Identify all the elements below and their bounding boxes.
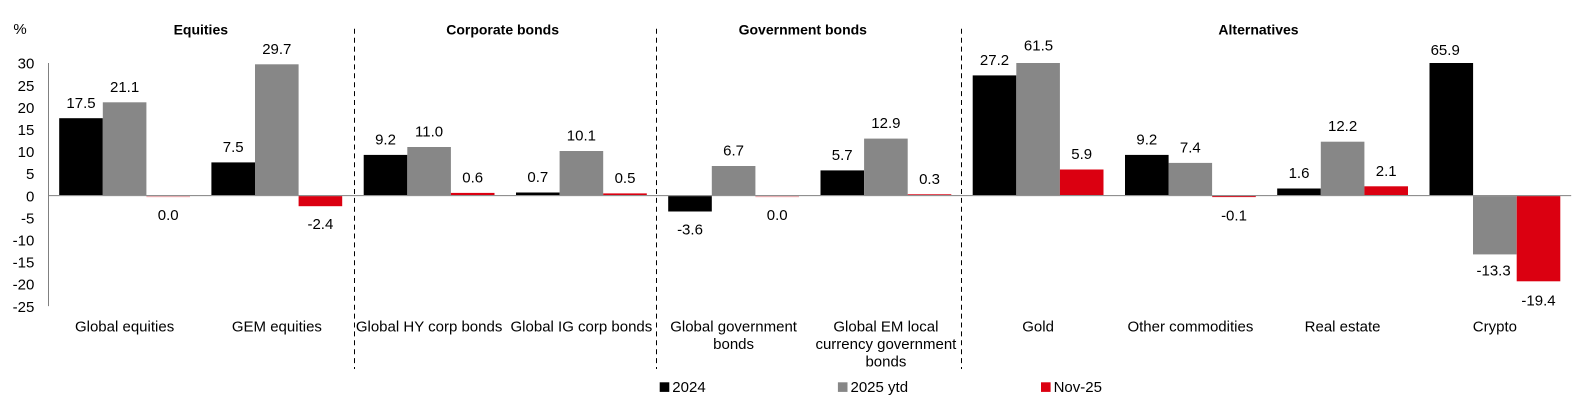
svg-text:9.2: 9.2 [375, 131, 396, 148]
svg-text:0.6: 0.6 [462, 169, 483, 186]
svg-text:0.5: 0.5 [615, 170, 636, 187]
svg-text:Real estate: Real estate [1305, 318, 1381, 335]
svg-text:30: 30 [18, 56, 35, 73]
svg-text:-2.4: -2.4 [307, 216, 333, 233]
svg-text:21.1: 21.1 [110, 79, 139, 96]
svg-text:17.5: 17.5 [66, 95, 95, 112]
svg-text:6.7: 6.7 [723, 143, 744, 160]
svg-text:-19.4: -19.4 [1521, 292, 1555, 309]
svg-text:-5: -5 [21, 210, 34, 227]
svg-text:Global government: Global government [670, 318, 798, 335]
svg-text:Alternatives: Alternatives [1218, 22, 1298, 38]
svg-text:Global equities: Global equities [75, 318, 174, 335]
svg-text:Global EM local: Global EM local [833, 318, 938, 335]
svg-text:25: 25 [18, 78, 35, 95]
svg-text:7.4: 7.4 [1180, 139, 1201, 156]
svg-text:Government bonds: Government bonds [739, 22, 868, 38]
svg-text:65.9: 65.9 [1431, 42, 1460, 59]
svg-text:1.6: 1.6 [1289, 165, 1310, 182]
svg-text:9.2: 9.2 [1136, 131, 1157, 148]
svg-text:5.7: 5.7 [832, 147, 853, 164]
svg-text:5.9: 5.9 [1071, 146, 1092, 163]
svg-text:-15: -15 [13, 255, 35, 272]
svg-text:2025 ytd: 2025 ytd [851, 379, 909, 396]
svg-text:12.9: 12.9 [871, 115, 900, 132]
svg-text:15: 15 [18, 122, 35, 139]
svg-text:27.2: 27.2 [980, 52, 1009, 69]
svg-text:-25: -25 [13, 299, 35, 316]
svg-text:%: % [13, 21, 26, 38]
svg-text:0.3: 0.3 [919, 171, 940, 188]
svg-text:Other commodities: Other commodities [1127, 318, 1253, 335]
svg-text:61.5: 61.5 [1024, 37, 1053, 54]
svg-text:Global IG corp bonds: Global IG corp bonds [511, 318, 653, 335]
svg-text:0: 0 [26, 188, 34, 205]
svg-text:0.0: 0.0 [158, 207, 179, 224]
svg-text:2.1: 2.1 [1376, 163, 1397, 180]
svg-text:-13.3: -13.3 [1476, 262, 1510, 279]
svg-text:Corporate bonds: Corporate bonds [446, 22, 559, 38]
svg-text:-20: -20 [13, 277, 35, 294]
svg-text:29.7: 29.7 [262, 41, 291, 58]
svg-text:-3.6: -3.6 [677, 221, 703, 238]
svg-text:Equities: Equities [174, 22, 229, 38]
svg-text:Nov-25: Nov-25 [1054, 379, 1102, 396]
svg-text:11.0: 11.0 [415, 124, 443, 141]
svg-text:-0.1: -0.1 [1221, 208, 1247, 225]
svg-text:Crypto: Crypto [1473, 318, 1517, 335]
svg-text:-10: -10 [13, 233, 35, 250]
svg-text:2024: 2024 [672, 379, 705, 396]
svg-text:GEM equities: GEM equities [232, 318, 322, 335]
svg-text:10: 10 [18, 144, 35, 161]
svg-text:Gold: Gold [1022, 318, 1054, 335]
svg-text:5: 5 [26, 166, 34, 183]
svg-text:bonds: bonds [865, 354, 906, 371]
svg-text:bonds: bonds [713, 336, 754, 353]
svg-text:12.2: 12.2 [1328, 118, 1357, 135]
svg-text:0.0: 0.0 [767, 207, 788, 224]
svg-text:7.5: 7.5 [223, 139, 244, 156]
svg-text:Global HY corp bonds: Global HY corp bonds [356, 318, 502, 335]
svg-text:20: 20 [18, 100, 35, 117]
svg-text:currency government: currency government [815, 336, 957, 353]
svg-text:0.7: 0.7 [527, 169, 548, 186]
svg-text:10.1: 10.1 [567, 128, 596, 145]
